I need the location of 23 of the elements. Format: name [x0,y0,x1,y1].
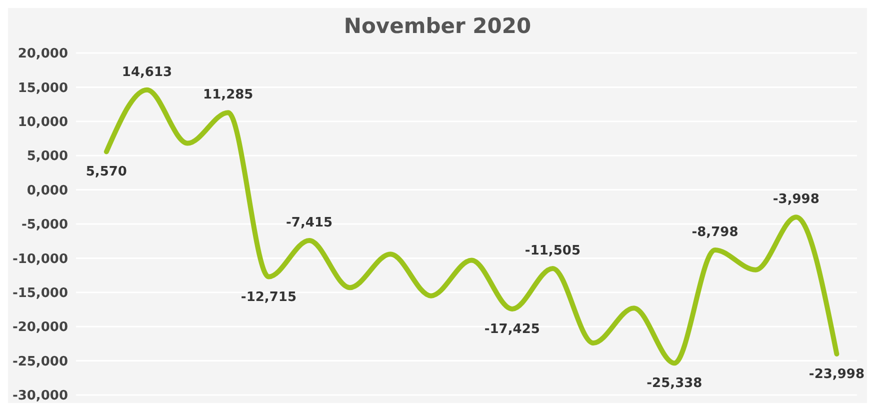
data-label: 14,613 [122,64,172,80]
chart-title: November 2020 [342,14,532,38]
data-label: -8,798 [692,224,738,240]
y-tick-label: -30,000 [12,388,68,404]
y-tick-label: -25,000 [12,354,68,370]
data-label: 11,285 [203,88,254,103]
y-tick-label: 5,000 [26,149,68,164]
data-label: -7,415 [286,216,333,231]
data-label: -17,425 [484,322,540,337]
data-label: -11,505 [524,243,580,258]
y-tick-label: 0,000 [26,183,68,198]
data-label: -12,715 [240,290,296,305]
y-tick-label: 20,000 [18,46,68,62]
y-tick-label: 15,000 [18,80,68,96]
y-tick-label: -10,000 [12,252,68,267]
y-tick-label: -5,000 [21,218,68,233]
data-label: 5,570 [86,164,127,180]
y-tick-label: -15,000 [12,286,68,302]
data-label: -3,998 [772,192,820,208]
y-tick-label: 10,000 [18,115,68,130]
y-tick-label: -20,000 [12,320,68,336]
data-label: -25,338 [646,376,702,392]
data-label: -23,998 [808,366,864,382]
